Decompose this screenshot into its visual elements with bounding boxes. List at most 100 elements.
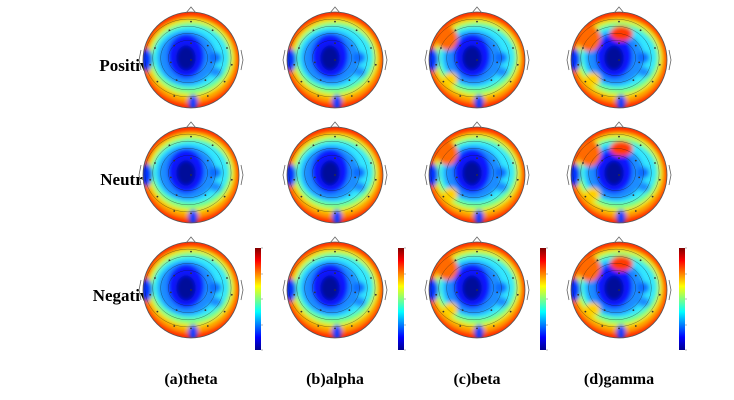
electrode-dot	[190, 59, 192, 61]
electrode-dot	[334, 272, 336, 275]
electrode-dot	[298, 277, 300, 279]
electrode-dot	[173, 210, 176, 212]
electrode-dot	[461, 79, 464, 82]
electrode-dot	[509, 80, 512, 83]
electrode-dot	[211, 144, 214, 147]
electrode-dot	[509, 195, 512, 198]
electrode-dot	[175, 309, 178, 312]
column-label-gamma: (d)gamma	[583, 371, 655, 388]
right-ear-icon	[240, 164, 244, 186]
electrode-dot	[454, 144, 457, 147]
electrode-dot	[317, 210, 320, 212]
electrode-dot	[654, 47, 656, 49]
electrode-dot	[476, 174, 478, 176]
electrode-dot	[618, 20, 620, 23]
electrode-dot	[582, 47, 584, 49]
electrode-dot	[603, 79, 606, 82]
nose-icon	[613, 6, 625, 14]
nose-icon	[613, 236, 625, 244]
head-outline	[286, 126, 384, 224]
electrode-dot	[601, 325, 604, 327]
electrode-dot	[512, 277, 514, 279]
nose-icon	[185, 121, 197, 129]
electrode-dot	[355, 144, 358, 147]
electrode-dot	[476, 272, 478, 275]
electrode-dot	[497, 29, 500, 32]
left-ear-icon	[138, 164, 142, 186]
electrode-dot	[317, 325, 320, 327]
electrode-dot	[601, 159, 604, 162]
electrode-dot	[354, 291, 357, 294]
electrode-dot	[350, 159, 353, 162]
electrode-dot	[226, 277, 228, 279]
electrode-dot	[654, 162, 656, 164]
electrode-dot	[190, 157, 192, 160]
electrode-dot	[476, 59, 478, 61]
electrode-dot	[658, 63, 661, 66]
electrode-dot	[584, 80, 587, 83]
electrode-dot	[190, 212, 192, 215]
topomap-r1-c2	[429, 127, 525, 223]
electrode-dot	[293, 63, 296, 66]
topomap-r1-c0	[143, 127, 239, 223]
electrode-dot	[476, 327, 478, 330]
topomap-r2-c3	[571, 242, 667, 338]
electrode-dot	[312, 259, 315, 262]
electrode-dot	[634, 325, 637, 327]
electrode-dot	[497, 259, 500, 262]
electrode-dot	[230, 178, 233, 181]
left-ear-icon	[282, 279, 286, 301]
left-ear-icon	[138, 49, 142, 71]
electrode-dot	[210, 291, 213, 294]
electrode-dot	[476, 135, 478, 138]
electrode-dot	[156, 195, 159, 198]
electrode-dot	[639, 144, 642, 147]
electrode-dot	[334, 59, 336, 61]
right-ear-icon	[240, 279, 244, 301]
right-ear-icon	[668, 49, 672, 71]
right-ear-icon	[668, 279, 672, 301]
electrode-dot	[206, 95, 209, 97]
electrode-dot	[317, 44, 320, 47]
electrode-dot	[293, 293, 296, 296]
electrode-dot	[350, 210, 353, 212]
electrode-dot	[658, 178, 661, 181]
electrode-dot	[596, 144, 599, 147]
topomap-r2-c0	[143, 242, 239, 338]
electrode-dot	[492, 274, 495, 277]
electrode-dot	[638, 291, 641, 294]
electrode-dot	[597, 61, 600, 64]
head-outline	[428, 126, 526, 224]
electrode-dot	[334, 135, 336, 138]
electrode-dot	[230, 293, 233, 296]
colorbar-3	[679, 248, 685, 350]
nose-icon	[185, 236, 197, 244]
electrode-dot	[455, 61, 458, 64]
electrode-dot	[618, 59, 620, 61]
right-ear-icon	[240, 49, 244, 71]
left-ear-icon	[424, 279, 428, 301]
electrode-dot	[651, 195, 654, 198]
electrode-dot	[374, 178, 377, 181]
head-outline	[142, 11, 240, 109]
electrode-dot	[206, 325, 209, 327]
electrode-dot	[634, 159, 637, 162]
electrode-dot	[658, 293, 661, 296]
nose-icon	[471, 6, 483, 14]
electrode-dot	[596, 259, 599, 262]
electrode-dot	[435, 63, 438, 66]
topomap-r2-c1	[287, 242, 383, 338]
electrode-dot	[618, 157, 620, 160]
electrode-dot	[476, 20, 478, 23]
electrode-dot	[497, 144, 500, 147]
electrode-dot	[206, 159, 209, 162]
electrode-dot	[175, 194, 178, 197]
electrode-dot	[638, 176, 641, 179]
electrode-dot	[149, 63, 152, 66]
nose-icon	[329, 6, 341, 14]
electrode-dot	[210, 61, 213, 64]
electrode-dot	[492, 44, 495, 47]
electrode-dot	[634, 44, 637, 47]
electrode-dot	[211, 29, 214, 32]
